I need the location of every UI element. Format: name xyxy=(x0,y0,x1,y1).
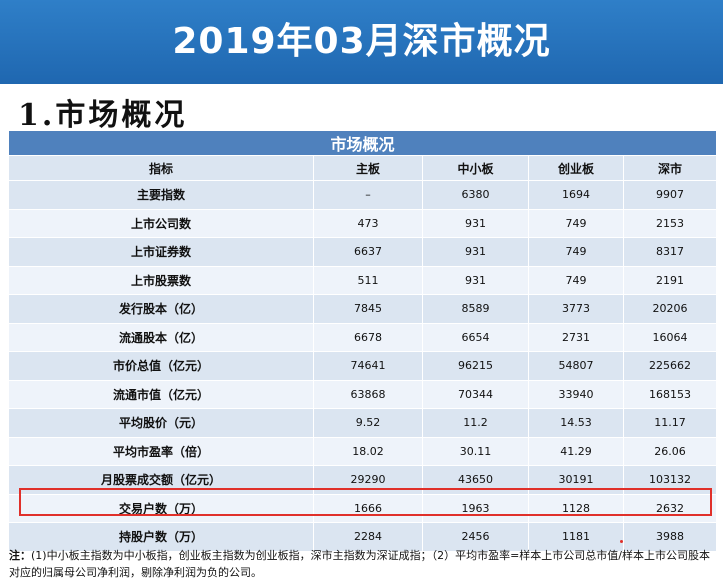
table-row: 平均股价（元） 9.52 11.2 14.53 11.17 xyxy=(8,408,718,438)
row-label: 市价总值（亿元） xyxy=(8,351,314,381)
table-cell: 2191 xyxy=(622,265,718,295)
row-label: 上市证券数 xyxy=(8,237,314,267)
row-label: 发行股本（亿） xyxy=(8,294,314,324)
market-overview-table: 市场概况 指标 主板 中小板 创业板 深市 主要指数 –6380 1694 9907 上… xyxy=(7,130,718,552)
table-cell: 54807 xyxy=(528,351,624,381)
table-cell: 931 xyxy=(422,208,529,238)
header-shenzhen-market: 深市 xyxy=(622,155,718,181)
row-label: 上市公司数 xyxy=(8,208,314,238)
table-cell: 3988 xyxy=(622,522,718,552)
table-row: 上市证券数 6637 931 749 8317 xyxy=(8,237,718,267)
table-cell: 41.29 xyxy=(528,436,624,466)
table-cell: 74641 xyxy=(313,351,423,381)
table-cell: 33940 xyxy=(528,379,624,409)
table-cell: 63868 xyxy=(313,379,423,409)
table-cell: 1666 xyxy=(313,493,423,523)
table-row: 发行股本（亿） 7845 8589 3773 20206 xyxy=(8,294,718,324)
table-cell: 103132 xyxy=(622,465,718,495)
table-cell: 7845 xyxy=(313,294,423,324)
table-row: 流通市值（亿元） 63868 70344 33940 168153 xyxy=(8,379,718,409)
table-row: 持股户数（万） 2284 2456 1181 3988 xyxy=(8,522,718,552)
header-chinext: 创业板 xyxy=(528,155,624,181)
table-cell: 70344 xyxy=(422,379,529,409)
row-label: 上市股票数 xyxy=(8,265,314,295)
table-row: 市价总值（亿元） 74641 96215 54807 225662 xyxy=(8,351,718,381)
table-cell: 6654 xyxy=(422,322,529,352)
row-label: 持股户数（万） xyxy=(8,522,314,552)
footnote: 注：(1)中小板主指数为中小板指，创业板主指数为创业板指，深市主指数为深证成指；… xyxy=(9,547,715,581)
section-title: 1.市场概况 xyxy=(18,98,188,133)
table-row: 上市公司数 473 931 749 2153 xyxy=(8,208,718,238)
header-indicator: 指标 xyxy=(8,155,314,181)
table-cell: 2284 xyxy=(313,522,423,552)
table-cell: 749 xyxy=(528,265,624,295)
table-cell: 18.02 xyxy=(313,436,423,466)
table-cell: 6678 xyxy=(313,322,423,352)
table-cell: 29290 xyxy=(313,465,423,495)
table-cell: 96215 xyxy=(422,351,529,381)
row-label: 流通股本（亿） xyxy=(8,322,314,352)
table-cell: 749 xyxy=(528,208,624,238)
table-row: 流通股本（亿） 6678 6654 2731 16064 xyxy=(8,322,718,352)
table-cell: 26.06 xyxy=(622,436,718,466)
table-row: 上市股票数 511 931 749 2191 xyxy=(8,265,718,295)
table-row: 月股票成交额（亿元） 29290 43650 30191 103132 xyxy=(8,465,718,495)
table-cell: 3773 xyxy=(528,294,624,324)
table-cell: 43650 xyxy=(422,465,529,495)
header-sme-board: 中小板 xyxy=(422,155,529,181)
row-label: 交易户数（万） xyxy=(8,493,314,523)
table-cell: 6380 xyxy=(422,180,529,210)
table-header-row: 指标 主板 中小板 创业板 深市 xyxy=(8,155,718,181)
table-cell: 6637 xyxy=(313,237,423,267)
market-overview-table-container: 市场概况 指标 主板 中小板 创业板 深市 主要指数 –6380 1694 9907 上… xyxy=(7,130,718,552)
table-cell: 16064 xyxy=(622,322,718,352)
footnote-prefix: 注： xyxy=(9,549,31,562)
table-cell: 2632 xyxy=(622,493,718,523)
row-label: 平均市盈率（倍） xyxy=(8,436,314,466)
row-label: 主要指数 xyxy=(8,180,314,210)
row-label: 月股票成交额（亿元） xyxy=(8,465,314,495)
table-cell: 2731 xyxy=(528,322,624,352)
page-title: 2019年03月深市概况 xyxy=(172,21,551,62)
table-cell: 8589 xyxy=(422,294,529,324)
footnote-text: (1)中小板主指数为中小板指，创业板主指数为创业板指，深市主指数为深证成指；（2… xyxy=(9,549,710,579)
table-cell: 1181 xyxy=(528,522,624,552)
table-cell: – xyxy=(313,180,423,210)
table-cell: 8317 xyxy=(622,237,718,267)
table-cell: 11.17 xyxy=(622,408,718,438)
table-cell: 511 xyxy=(313,265,423,295)
table-cell: 1128 xyxy=(528,493,624,523)
table-caption: 市场概况 xyxy=(7,130,718,156)
table-cell: 2153 xyxy=(622,208,718,238)
table-cell: 11.2 xyxy=(422,408,529,438)
table-cell: 30.11 xyxy=(422,436,529,466)
title-banner xyxy=(0,0,723,84)
table-cell: 1963 xyxy=(422,493,529,523)
table-cell: 168153 xyxy=(622,379,718,409)
table-cell: 9.52 xyxy=(313,408,423,438)
table-cell: 931 xyxy=(422,265,529,295)
table-cell: 749 xyxy=(528,237,624,267)
row-label: 流通市值（亿元） xyxy=(8,379,314,409)
table-cell: 14.53 xyxy=(528,408,624,438)
header-main-board: 主板 xyxy=(313,155,423,181)
table-cell: 931 xyxy=(422,237,529,267)
table-cell: 20206 xyxy=(622,294,718,324)
table-body: 主要指数 –6380 1694 9907 上市公司数 473 931 749 2153 上市证券数… xyxy=(8,180,718,552)
red-mark xyxy=(620,540,623,543)
table-cell: 9907 xyxy=(622,180,718,210)
table-cell: 30191 xyxy=(528,465,624,495)
row-label: 平均股价（元） xyxy=(8,408,314,438)
table-cell: 473 xyxy=(313,208,423,238)
table-row: 交易户数（万） 1666 1963 1128 2632 xyxy=(8,493,718,523)
table-row: 主要指数 –6380 1694 9907 xyxy=(8,180,718,210)
table-cell: 1694 xyxy=(528,180,624,210)
table-cell: 225662 xyxy=(622,351,718,381)
table-row: 平均市盈率（倍） 18.02 30.11 41.29 26.06 xyxy=(8,436,718,466)
